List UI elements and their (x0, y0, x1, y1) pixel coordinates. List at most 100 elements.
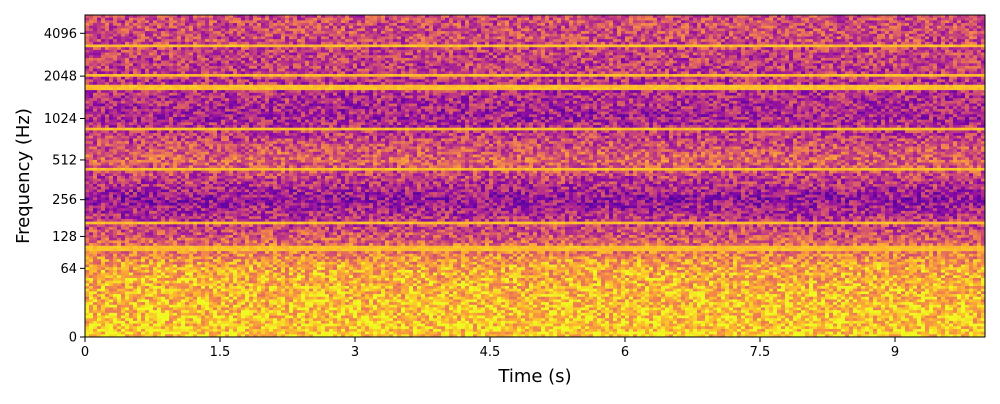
heatmap-cell (181, 240, 186, 244)
heatmap-cell (89, 92, 94, 97)
heatmap-cell (97, 39, 102, 43)
heatmap-cell (165, 264, 170, 268)
heatmap-cell (181, 111, 186, 115)
heatmap-cell (161, 98, 166, 102)
heatmap-cell (137, 165, 142, 169)
heatmap-cell (109, 229, 114, 233)
heatmap-cell (121, 23, 126, 27)
heatmap-cell (189, 39, 194, 43)
heatmap-cell (137, 41, 142, 46)
heatmap-cell (89, 157, 94, 161)
heatmap-cell (201, 135, 206, 140)
heatmap-cell (169, 267, 174, 271)
heatmap-cell (193, 243, 198, 247)
heatmap-cell (157, 108, 162, 113)
heatmap-cell (165, 162, 170, 166)
heatmap-cell (161, 31, 166, 35)
heatmap-cell (189, 151, 194, 156)
heatmap-cell (185, 116, 190, 121)
heatmap-cell (177, 41, 182, 46)
heatmap-cell (161, 176, 166, 180)
heatmap-cell (153, 68, 158, 72)
heatmap-cell (169, 49, 174, 54)
heatmap-cell (181, 251, 186, 255)
heatmap-cell (89, 100, 94, 105)
heatmap-cell (153, 184, 158, 188)
heatmap-cell (153, 200, 158, 204)
heatmap-cell (149, 149, 154, 153)
heatmap-cell (149, 82, 154, 86)
heatmap-cell (137, 251, 142, 255)
heatmap-cell (101, 235, 106, 239)
heatmap-cell (181, 235, 186, 239)
heatmap-cell (173, 307, 178, 311)
heatmap-cell (113, 36, 118, 40)
heatmap-cell (117, 31, 122, 35)
heatmap-cell (113, 74, 118, 78)
heatmap-cell (89, 95, 94, 99)
heatmap-cell (93, 74, 98, 78)
heatmap-cell (141, 82, 146, 86)
heatmap-cell (145, 229, 150, 233)
heatmap-cell (113, 173, 118, 177)
heatmap-cell (113, 267, 118, 271)
heatmap-cell (161, 125, 166, 129)
heatmap-cell (137, 146, 142, 150)
heatmap-cell (129, 15, 134, 19)
heatmap-cell (173, 55, 178, 59)
heatmap-cell (117, 76, 122, 80)
heatmap-cell (185, 184, 190, 188)
heatmap-cell (129, 194, 134, 199)
heatmap-cell (173, 103, 178, 107)
heatmap-cell (141, 68, 146, 72)
heatmap-cell (121, 264, 126, 268)
heatmap-cell (193, 269, 198, 274)
heatmap-cell (129, 189, 134, 193)
heatmap-cell (181, 307, 186, 311)
heatmap-cell (137, 111, 142, 115)
heatmap-cell (177, 245, 182, 250)
heatmap-cell (141, 226, 146, 231)
heatmap-cell (89, 108, 94, 113)
heatmap-cell (189, 167, 194, 172)
heatmap-cell (141, 240, 146, 244)
heatmap-cell (165, 125, 170, 129)
heatmap-cell (121, 108, 126, 113)
heatmap-cell (169, 315, 174, 319)
heatmap-cell (97, 76, 102, 80)
heatmap-cell (129, 229, 134, 233)
heatmap-cell (129, 323, 134, 327)
heatmap-cell (181, 277, 186, 282)
heatmap-cell (109, 114, 114, 118)
heatmap-cell (113, 44, 118, 48)
heatmap-cell (137, 122, 142, 126)
heatmap-cell (129, 307, 134, 311)
heatmap-cell (125, 235, 130, 239)
heatmap-cell (193, 149, 198, 153)
heatmap-cell (165, 186, 170, 191)
heatmap-cell (85, 202, 90, 207)
heatmap-cell (113, 288, 118, 292)
heatmap-cell (201, 23, 206, 27)
heatmap-cell (193, 60, 198, 64)
heatmap-cell (161, 302, 166, 306)
heatmap-cell (201, 41, 206, 46)
heatmap-cell (89, 71, 94, 75)
heatmap-cell (113, 331, 118, 335)
heatmap-cell (153, 269, 158, 274)
heatmap-cell (109, 235, 114, 239)
heatmap-cell (149, 95, 154, 99)
heatmap-cell (141, 111, 146, 115)
heatmap-cell (149, 261, 154, 266)
heatmap-cell (113, 197, 118, 201)
heatmap-cell (121, 15, 126, 19)
heatmap-cell (149, 202, 154, 207)
heatmap-cell (197, 170, 202, 174)
heatmap-cell (145, 79, 150, 83)
heatmap-cell (105, 154, 110, 158)
heatmap-cell (161, 20, 166, 24)
heatmap-cell (117, 167, 122, 172)
heatmap-cell (201, 82, 206, 86)
heatmap-cell (117, 277, 122, 282)
heatmap-cell (93, 248, 98, 252)
